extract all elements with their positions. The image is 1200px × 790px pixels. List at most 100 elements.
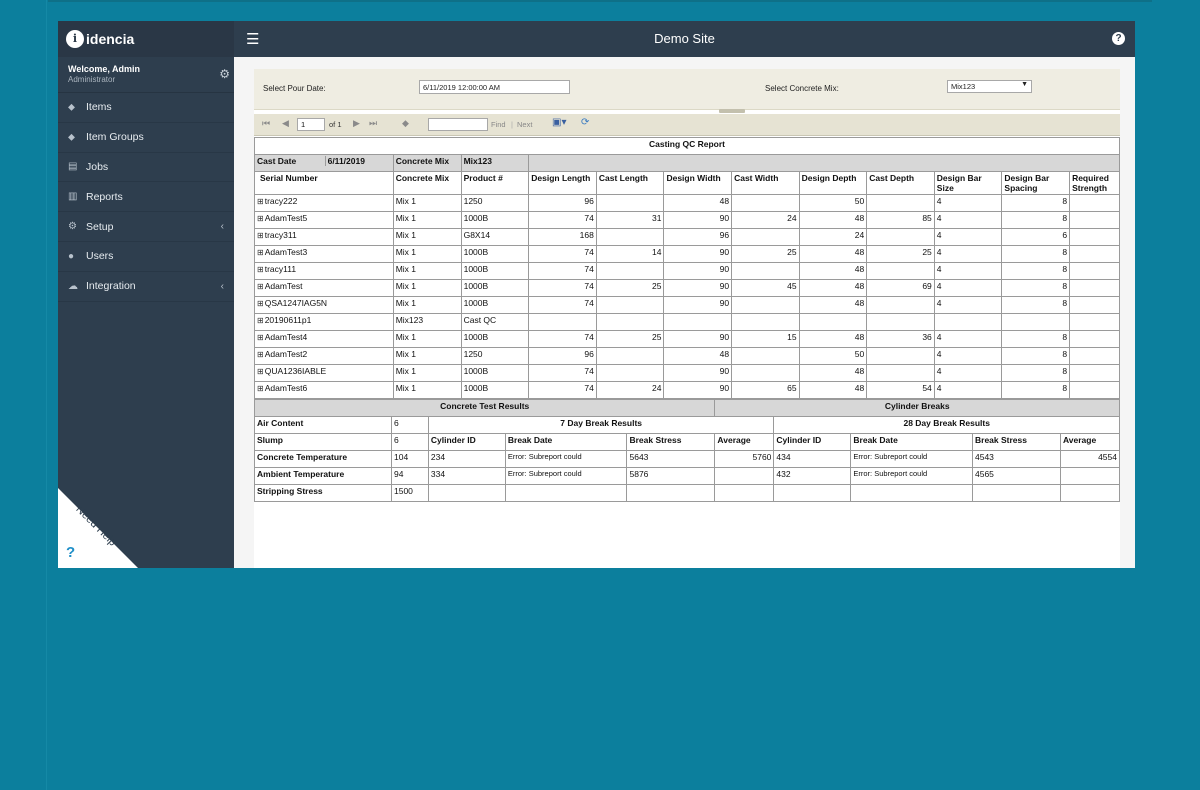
users-icon: ●	[68, 250, 75, 262]
table-cell: 4	[933, 279, 1003, 297]
table-cell: 8	[1001, 347, 1071, 365]
expand-icon[interactable]: ⊞	[257, 231, 264, 240]
table-cell: Mix 1	[392, 296, 462, 314]
expand-icon[interactable]: ⊞	[257, 333, 264, 342]
last-page-icon[interactable]: ⏭	[369, 118, 378, 128]
dropdown-arrow-icon: ▼	[1021, 81, 1028, 88]
table-row: ⊞QUA1236IABLE Mix 1 1000B 74 90 48 4 8	[254, 364, 1120, 382]
serial-number-cell[interactable]: ⊞tracy311	[254, 228, 394, 246]
test-value: 1500	[391, 484, 429, 502]
serial-number-cell[interactable]: ⊞QUA1236IABLE	[254, 364, 394, 382]
expand-icon[interactable]: ⊞	[257, 265, 264, 274]
logo-icon: i	[66, 30, 84, 48]
empty-cell	[504, 484, 628, 502]
table-cell: 8	[1001, 211, 1071, 229]
column-header: Serial Number	[254, 171, 394, 195]
find-input[interactable]	[428, 118, 488, 131]
table-cell	[595, 194, 665, 212]
table-cell: 6	[1001, 228, 1071, 246]
break-column-header-28day: Cylinder ID	[773, 433, 852, 451]
table-cell: 8	[1001, 330, 1071, 348]
expand-icon[interactable]: ⊞	[257, 367, 264, 376]
expand-icon[interactable]: ⊞	[257, 384, 264, 393]
table-cell	[933, 313, 1003, 331]
average-stress	[714, 467, 775, 485]
serial-number-cell[interactable]: ⊞20190611p1	[254, 313, 394, 331]
table-cell	[595, 347, 665, 365]
expand-icon[interactable]: ⊞	[257, 299, 264, 308]
concrete-mix-select[interactable]: Mix123 ▼	[947, 80, 1032, 93]
cast-date-label: Cast Date 6/11/2019	[254, 154, 394, 172]
first-page-icon[interactable]: ⏮	[262, 118, 271, 128]
sidebar-item-integration[interactable]: ☁ Integration ‹	[58, 272, 234, 302]
serial-number: AdamTest4	[264, 332, 308, 342]
sidebar-item-setup[interactable]: ⚙ Setup ‹	[58, 212, 234, 242]
table-cell	[595, 262, 665, 280]
previous-page-icon[interactable]: ◀	[282, 118, 289, 128]
expand-icon[interactable]: ⊞	[257, 197, 264, 206]
table-cell: 4	[933, 330, 1003, 348]
gear-icon[interactable]: ⚙	[219, 67, 230, 81]
expand-icon[interactable]: ⊞	[257, 316, 264, 325]
table-cell: Mix 1	[392, 262, 462, 280]
empty-cell	[773, 484, 852, 502]
concrete-mix-label-cell: Concrete Mix	[392, 154, 462, 172]
need-help-ribbon[interactable]: Need Help ?	[58, 488, 138, 568]
concrete-test-title: Concrete Test Results	[254, 399, 716, 417]
serial-number-cell[interactable]: ⊞AdamTest5	[254, 211, 394, 229]
serial-number-cell[interactable]: ⊞AdamTest6	[254, 381, 394, 399]
expand-icon[interactable]: ⊞	[257, 214, 264, 223]
serial-number-cell[interactable]: ⊞tracy222	[254, 194, 394, 212]
test-value: 6	[391, 416, 429, 434]
hamburger-menu-icon[interactable]: ☰	[246, 31, 260, 48]
test-value: 104	[391, 450, 429, 468]
table-cell: 50	[798, 347, 868, 365]
expand-icon[interactable]: ⊞	[257, 282, 264, 291]
parameters-splitter[interactable]	[719, 109, 745, 113]
export-icon[interactable]: ▣▾	[552, 117, 567, 128]
expand-icon[interactable]: ⊞	[257, 248, 264, 257]
help-icon[interactable]: ?	[1112, 32, 1125, 45]
sidebar-item-label: Item Groups	[86, 131, 144, 144]
pour-date-input[interactable]: 6/11/2019 12:00:00 AM	[419, 80, 570, 94]
serial-number-cell[interactable]: ⊞AdamTest4	[254, 330, 394, 348]
serial-number-cell[interactable]: ⊞AdamTest	[254, 279, 394, 297]
table-cell: 90	[663, 262, 733, 280]
table-cell: 1000B	[460, 381, 530, 399]
sidebar-item-jobs[interactable]: ▤ Jobs	[58, 153, 234, 183]
table-cell: Cast QC	[460, 313, 530, 331]
serial-number-cell[interactable]: ⊞QSA1247IAG5N	[254, 296, 394, 314]
break-column-header-7day: Average	[714, 433, 775, 451]
serial-number-cell[interactable]: ⊞AdamTest2	[254, 347, 394, 365]
logo[interactable]: i idencia	[58, 21, 234, 57]
table-cell: 90	[663, 330, 733, 348]
sidebar-item-reports[interactable]: ▥ Reports	[58, 182, 234, 213]
back-icon[interactable]: ◆	[402, 118, 409, 128]
sidebar-item-item-groups[interactable]: ⬥ Item Groups	[58, 123, 234, 153]
sidebar-item-users[interactable]: ● Users	[58, 242, 234, 272]
left-guide-line	[46, 0, 47, 790]
table-cell: 96	[528, 194, 597, 212]
table-cell	[1069, 313, 1120, 331]
find-link[interactable]: Find	[491, 120, 506, 129]
find-next-link[interactable]: Next	[517, 120, 533, 129]
expand-icon[interactable]: ⊞	[257, 350, 264, 359]
sidebar-item-items[interactable]: ⬥ Items	[58, 93, 234, 123]
table-row: ⊞AdamTest4 Mix 1 1000B 74 25 90 15 48 36 4 8	[254, 330, 1120, 348]
table-cell	[1069, 364, 1120, 382]
table-cell: Mix 1	[392, 228, 462, 246]
average-stress: 4554	[1059, 450, 1120, 468]
column-header: Design Depth	[798, 171, 868, 195]
table-cell: 74	[528, 245, 597, 263]
table-cell: 24	[798, 228, 868, 246]
serial-number-cell[interactable]: ⊞AdamTest3	[254, 245, 394, 263]
page-number-input[interactable]: 1	[297, 118, 325, 131]
chevron-left-icon: ‹	[220, 221, 224, 233]
test-label: Slump	[254, 433, 392, 451]
table-row: ⊞AdamTest2 Mix 1 1250 96 48 50 4 8	[254, 347, 1120, 365]
refresh-icon[interactable]: ⟳	[581, 117, 590, 128]
next-page-icon[interactable]: ▶	[353, 118, 360, 128]
serial-number-cell[interactable]: ⊞tracy111	[254, 262, 394, 280]
serial-number: tracy222	[264, 196, 298, 206]
table-cell: Mix 1	[392, 211, 462, 229]
